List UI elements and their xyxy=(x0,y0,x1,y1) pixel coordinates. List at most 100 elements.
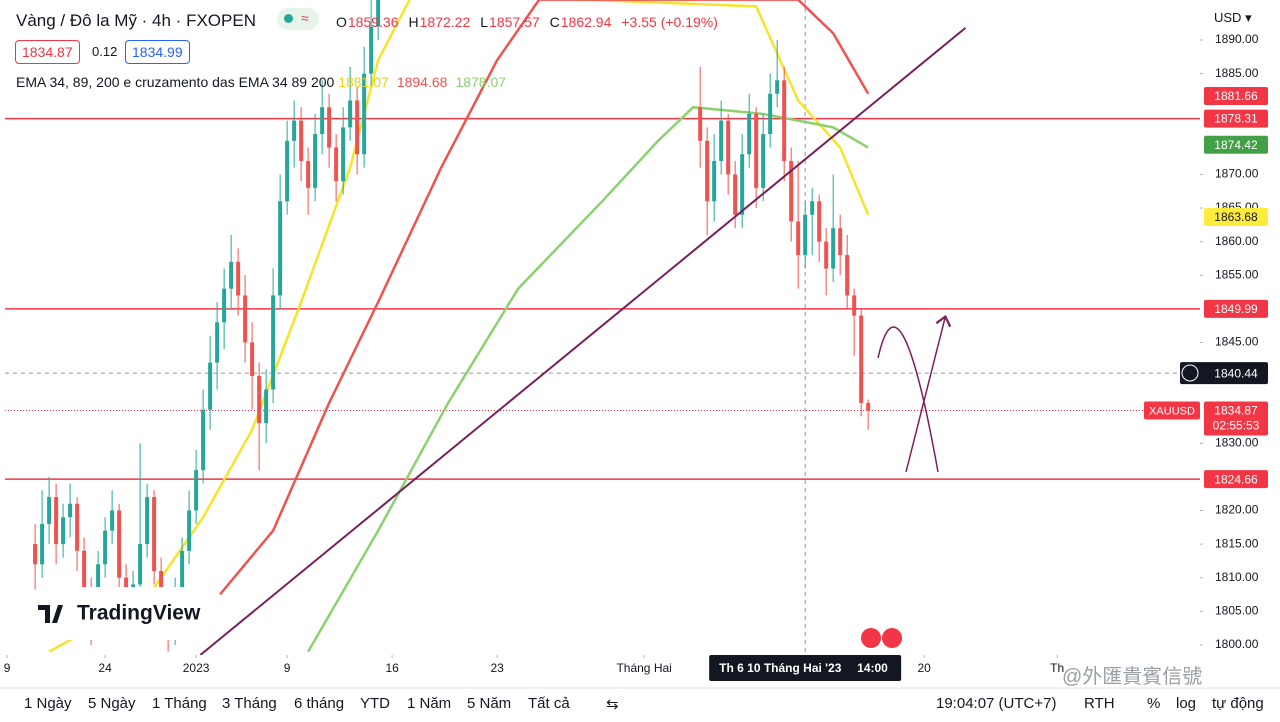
indicator-value: 1894.68 xyxy=(396,74,448,90)
indicator-values: 1881.07 1894.68 1878.07 xyxy=(338,74,514,90)
candle-body xyxy=(110,510,115,531)
candle-body xyxy=(376,0,381,27)
candle-body xyxy=(180,550,185,592)
ema-line xyxy=(307,105,869,653)
ohlc-row: O1859.36 H1872.22 L1857.57 C1862.94 +3.55 (+… xyxy=(336,14,718,30)
candle-body xyxy=(215,322,220,363)
x-tick-label: Th xyxy=(1050,661,1064,675)
ohlc-label: L xyxy=(480,14,489,30)
crosshair-badge-label: 1840.44 xyxy=(1214,366,1258,380)
candle-body xyxy=(712,160,717,202)
ohlc-label: H xyxy=(408,14,419,30)
scale-option[interactable]: tự động xyxy=(1212,695,1264,712)
candle-body xyxy=(117,510,122,578)
y-tick-label: 1805.00 xyxy=(1215,603,1259,617)
last-price-label: 1834.87 xyxy=(1214,404,1258,418)
event-icon[interactable] xyxy=(882,628,902,648)
candle-body xyxy=(82,550,87,592)
price-badge-label: 1878.31 xyxy=(1214,112,1258,126)
bid-box[interactable]: 1834.87 xyxy=(15,40,80,64)
candle-body xyxy=(859,315,864,403)
y-tick-label: 1860.00 xyxy=(1215,234,1259,248)
y-tick-label: 1845.00 xyxy=(1215,335,1259,349)
price-badge xyxy=(1204,299,1268,318)
ohlc-value: 1862.94 xyxy=(560,14,612,30)
y-tick-label: 1800.00 xyxy=(1215,637,1259,651)
y-tick-label: 1830.00 xyxy=(1215,435,1259,449)
range-button[interactable]: 5 Năm xyxy=(467,695,512,712)
candle-body xyxy=(75,503,80,551)
watermark: @外匯貴賓信號 xyxy=(1062,666,1203,688)
candle-body xyxy=(208,362,213,410)
event-icon[interactable] xyxy=(861,628,881,648)
candle-body xyxy=(782,80,787,161)
candle-body xyxy=(845,255,850,296)
candle-body xyxy=(313,134,318,188)
candle-body xyxy=(236,261,241,296)
candle-body xyxy=(747,113,752,155)
candle-body xyxy=(257,376,262,424)
candle-body xyxy=(754,113,759,188)
ohlc-change: +3.55 (+0.19%) xyxy=(621,14,718,30)
candle-body xyxy=(866,402,871,411)
clock: 19:04:07 (UTC+7) xyxy=(936,695,1057,712)
candle-body xyxy=(775,80,780,94)
candle-body xyxy=(348,100,353,128)
ask-box[interactable]: 1834.99 xyxy=(125,40,190,64)
y-tick-label: 1870.00 xyxy=(1215,167,1259,181)
candle-body xyxy=(341,127,346,182)
candle-body xyxy=(817,201,822,242)
range-button[interactable]: YTD xyxy=(360,695,390,712)
session[interactable]: RTH xyxy=(1084,695,1115,712)
candle-body xyxy=(285,140,290,202)
price-badge-label: 1849.99 xyxy=(1214,302,1258,316)
plot-area xyxy=(5,0,1200,655)
candle-body xyxy=(327,107,332,148)
range-button[interactable]: 5 Ngày xyxy=(88,695,136,712)
ema-line xyxy=(48,0,870,653)
candle-body xyxy=(292,120,297,141)
candle-body xyxy=(768,93,773,135)
candle-body xyxy=(278,201,283,296)
candle-body xyxy=(831,228,836,269)
range-button[interactable]: 1 Năm xyxy=(407,695,452,712)
ohlc-label: O xyxy=(336,14,347,30)
x-tick-label: Tháng Hai xyxy=(616,661,671,675)
price-badge xyxy=(1204,87,1268,106)
range-button[interactable]: 3 Tháng xyxy=(222,695,277,712)
candle-body xyxy=(54,497,59,545)
indicator-value: 1881.07 xyxy=(338,74,389,90)
scale-option[interactable]: log xyxy=(1176,695,1197,712)
candle-body xyxy=(698,107,703,141)
price-badge-label: 1824.66 xyxy=(1214,472,1258,486)
ohlc-label: C xyxy=(549,14,560,30)
candle-body xyxy=(796,221,801,256)
candle-body xyxy=(61,517,66,545)
range-button[interactable]: 1 Tháng xyxy=(152,695,207,712)
range-button[interactable]: 1 Ngày xyxy=(24,695,72,712)
y-tick-label: 1815.00 xyxy=(1215,536,1259,550)
symbol-badge xyxy=(1144,401,1200,420)
crosshair-badge xyxy=(1180,362,1268,385)
date-range-icon[interactable]: ⇆ xyxy=(606,696,619,713)
ohlc-value: 1857.57 xyxy=(489,14,540,30)
candle-body xyxy=(187,510,192,551)
symbol-title: Vàng / Đô la Mỹ · 4h · FXOPEN xyxy=(16,11,256,30)
indicator-legend: EMA 34, 89, 200 e cruzamento das EMA 34 … xyxy=(16,74,514,90)
candle-body xyxy=(803,214,808,256)
range-button[interactable]: Tất cả xyxy=(528,695,570,712)
crosshair-plus[interactable] xyxy=(1181,364,1199,382)
spread: 0.12 xyxy=(92,44,118,59)
currency[interactable]: USD ▾ xyxy=(1214,10,1252,25)
candle-body xyxy=(306,160,311,188)
crosshair-time: 14:00 xyxy=(857,661,888,675)
status-pill[interactable]: ≈ xyxy=(277,8,319,30)
range-button[interactable]: 6 tháng xyxy=(294,695,345,712)
scale-option[interactable]: % xyxy=(1147,695,1161,712)
crosshair-date: Th 6 10 Tháng Hai '23 xyxy=(719,661,842,675)
candle-body xyxy=(726,120,731,175)
candle-body xyxy=(789,160,794,222)
candle-body xyxy=(740,154,745,215)
